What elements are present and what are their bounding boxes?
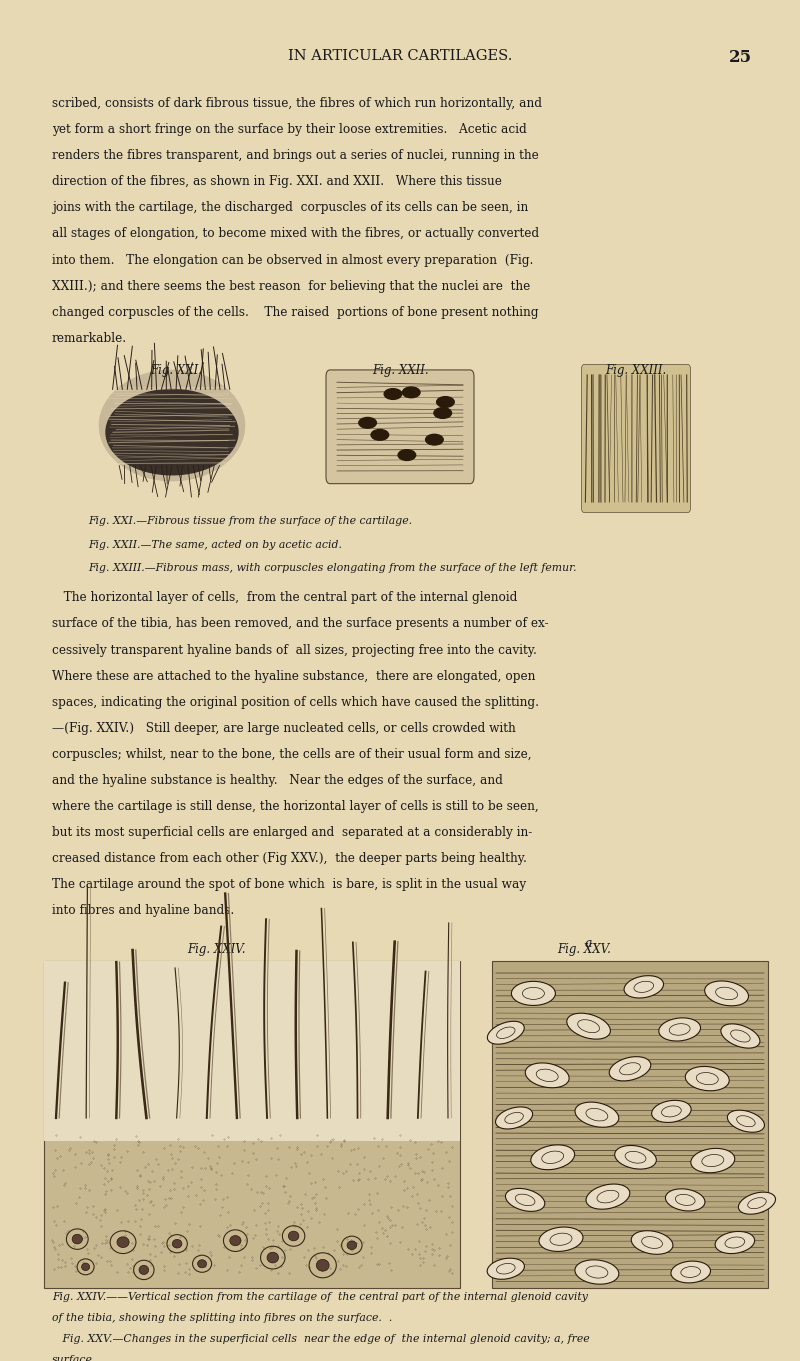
Ellipse shape [198,1260,206,1267]
Text: and the hyaline substance is healthy.   Near the edges of the surface, and: and the hyaline substance is healthy. Ne… [52,774,503,787]
Ellipse shape [586,1184,630,1209]
Ellipse shape [511,981,555,1006]
Text: Fig. XXII.—The same, acted on by acetic acid.: Fig. XXII.—The same, acted on by acetic … [88,540,342,550]
Text: 25: 25 [729,49,752,65]
Ellipse shape [437,396,454,407]
Ellipse shape [738,1192,775,1214]
Ellipse shape [359,418,377,429]
Text: Fig. XXI.—Fibrous tissue from the surface of the cartilage.: Fig. XXI.—Fibrous tissue from the surfac… [88,516,412,527]
Ellipse shape [715,1232,754,1253]
Ellipse shape [384,389,402,399]
Ellipse shape [721,1023,760,1048]
Ellipse shape [487,1021,524,1044]
Text: remarkable.: remarkable. [52,332,127,344]
Text: —(Fig. XXIV.)   Still deeper, are large nucleated cells, or cells crowded with: —(Fig. XXIV.) Still deeper, are large nu… [52,721,516,735]
Text: corpuscles; whilst, near to the bone, the cells are of their usual form and size: corpuscles; whilst, near to the bone, th… [52,749,532,761]
Ellipse shape [506,1188,545,1211]
Ellipse shape [72,1234,82,1244]
Ellipse shape [172,1240,182,1248]
Text: of the tibia, showing the splitting into fibres on the surface.  .: of the tibia, showing the splitting into… [52,1313,392,1323]
Ellipse shape [82,1263,90,1271]
Text: IN ARTICULAR CARTILAGES.: IN ARTICULAR CARTILAGES. [288,49,512,63]
Ellipse shape [426,434,443,445]
Text: spaces, indicating the original position of cells which have caused the splittin: spaces, indicating the original position… [52,695,539,709]
Text: Fig. XXIII.—Fibrous mass, with corpuscles elongating from the surface of the lef: Fig. XXIII.—Fibrous mass, with corpuscle… [88,563,577,573]
Text: joins with the cartilage, the discharged  corpuscles of its cells can be seen, i: joins with the cartilage, the discharged… [52,201,528,214]
Ellipse shape [526,1063,569,1087]
Ellipse shape [117,1237,129,1248]
Ellipse shape [671,1262,710,1283]
Ellipse shape [139,1266,149,1274]
Ellipse shape [705,981,749,1006]
Text: The cartilage around the spot of bone which  is bare, is split in the usual way: The cartilage around the spot of bone wh… [52,878,526,891]
Text: a: a [585,936,592,950]
Text: Fig. XXII.: Fig. XXII. [372,363,428,377]
Text: creased distance from each other (Fig XXV.),  the deeper parts being healthy.: creased distance from each other (Fig XX… [52,852,527,866]
Ellipse shape [666,1190,705,1211]
Ellipse shape [402,387,420,397]
Ellipse shape [652,1100,691,1123]
Ellipse shape [99,370,245,480]
Text: scribed, consists of dark fibrous tissue, the fibres of which run horizontally, : scribed, consists of dark fibrous tissue… [52,97,542,110]
Text: Fig. XXIII.: Fig. XXIII. [606,363,666,377]
Ellipse shape [575,1102,618,1127]
Ellipse shape [727,1111,765,1132]
Text: Where these are attached to the hyaline substance,  there are elongated, open: Where these are attached to the hyaline … [52,670,535,683]
Text: into fibres and hyaline bands.: into fibres and hyaline bands. [52,905,234,917]
Text: surface.: surface. [52,1354,96,1361]
Text: direction of the fibres, as shown in Fig. XXI. and XXII.   Where this tissue: direction of the fibres, as shown in Fig… [52,176,502,188]
Ellipse shape [347,1241,357,1249]
Ellipse shape [230,1236,241,1245]
Ellipse shape [614,1146,656,1169]
Text: yet form a short fringe on the surface by their loose extremities.   Acetic acid: yet form a short fringe on the surface b… [52,122,526,136]
Text: where the cartilage is still dense, the horizontal layer of cells is still to be: where the cartilage is still dense, the … [52,800,538,813]
Text: Fig. XXV.—Changes in the superficial cells  near the edge of  the internal gleno: Fig. XXV.—Changes in the superficial cel… [52,1334,590,1343]
FancyBboxPatch shape [582,365,690,512]
Ellipse shape [434,408,451,418]
Ellipse shape [106,389,238,475]
Text: cessively transparent hyaline bands of  all sizes, projecting free into the cavi: cessively transparent hyaline bands of a… [52,644,537,656]
Ellipse shape [288,1232,299,1241]
Ellipse shape [267,1252,278,1263]
Ellipse shape [566,1013,610,1040]
Ellipse shape [631,1230,673,1255]
Text: Fig. XXI.: Fig. XXI. [150,363,202,377]
Ellipse shape [575,1260,619,1285]
Ellipse shape [371,430,389,440]
Ellipse shape [624,976,663,998]
Text: but its most superficial cells are enlarged and  separated at a considerably in-: but its most superficial cells are enlar… [52,826,532,840]
Text: The horizontal layer of cells,  from the central part of the internal glenoid: The horizontal layer of cells, from the … [52,591,518,604]
Ellipse shape [398,449,416,460]
Ellipse shape [487,1258,525,1279]
Text: renders the fibres transparent, and brings out a series of nuclei, running in th: renders the fibres transparent, and brin… [52,150,538,162]
Ellipse shape [659,1018,701,1041]
FancyBboxPatch shape [326,370,474,483]
Bar [492,961,768,1289]
Text: Fig. XXIV.: Fig. XXIV. [186,943,246,957]
Ellipse shape [316,1259,329,1271]
Text: Fig. XXV.: Fig. XXV. [557,943,611,957]
Ellipse shape [495,1106,533,1130]
Text: XXIII.); and there seems the best reason  for believing that the nuclei are  the: XXIII.); and there seems the best reason… [52,279,530,293]
Ellipse shape [686,1067,730,1090]
Text: Fig. XXIV.——Vertical section from the cartilage of  the central part of the inte: Fig. XXIV.——Vertical section from the ca… [52,1293,588,1302]
Text: all stages of elongation, to become mixed with the fibres, or actually converted: all stages of elongation, to become mixe… [52,227,539,241]
Text: changed corpuscles of the cells.    The raised  portions of bone present nothing: changed corpuscles of the cells. The rai… [52,306,538,318]
Text: surface of the tibia, has been removed, and the surface presents a number of ex-: surface of the tibia, has been removed, … [52,618,549,630]
Ellipse shape [691,1149,734,1173]
Bar [44,961,460,1289]
Ellipse shape [610,1056,650,1081]
Ellipse shape [530,1145,574,1169]
Bar [44,961,460,1141]
Ellipse shape [539,1228,583,1251]
Text: into them.   The elongation can be observed in almost every preparation  (Fig.: into them. The elongation can be observe… [52,253,534,267]
